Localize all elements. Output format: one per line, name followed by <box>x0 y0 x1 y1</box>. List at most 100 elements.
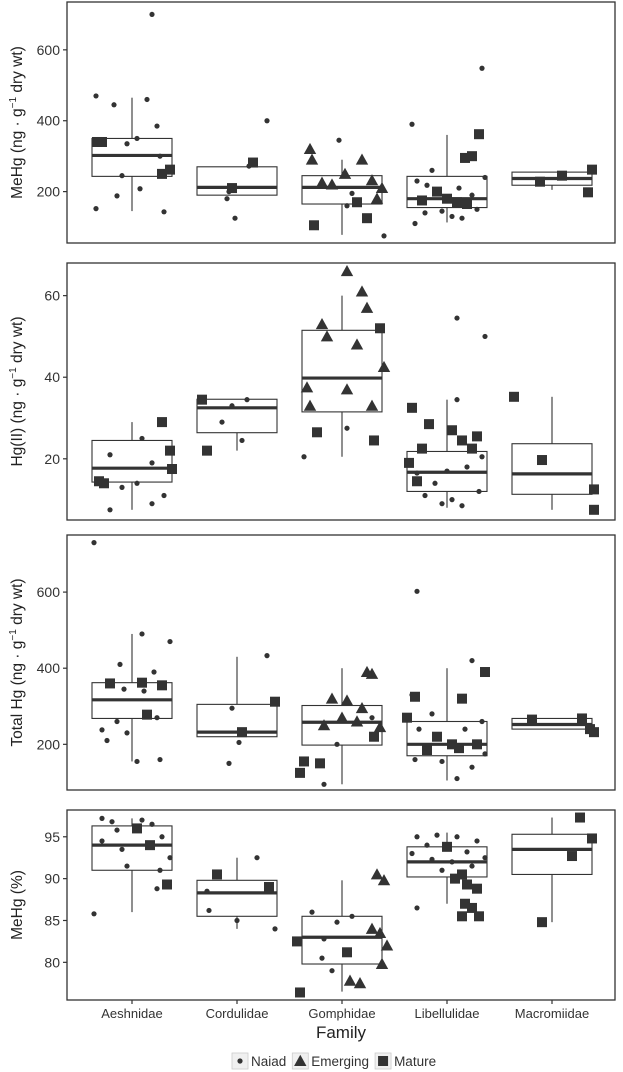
data-point-circle <box>139 435 145 442</box>
data-point-circle <box>99 727 105 733</box>
data-point-square <box>362 213 372 224</box>
data-point-square <box>157 417 167 428</box>
y-axis-label: Total Hg (ng · g−1 dry wt) <box>8 578 26 746</box>
y-axis-label: Hg(II) (ng · g−1 dry wt) <box>8 316 26 466</box>
data-point-square <box>457 869 467 880</box>
data-point-circle <box>93 93 99 99</box>
boxplot-cordulidae <box>196 398 278 451</box>
data-point-circle <box>254 855 260 861</box>
data-point-square <box>432 731 442 742</box>
data-point-circle <box>449 859 455 865</box>
data-point-circle <box>449 497 455 503</box>
box-iqr <box>511 443 593 495</box>
data-point-square <box>447 425 457 436</box>
data-point-triangle <box>375 957 389 969</box>
data-points <box>94 264 599 515</box>
data-point-circle <box>139 817 145 823</box>
data-point-circle <box>414 470 420 476</box>
data-point-circle <box>119 484 125 490</box>
data-point-circle <box>154 715 160 721</box>
data-point-circle <box>134 135 140 142</box>
box-iqr <box>301 329 383 413</box>
data-point-square <box>105 678 115 689</box>
data-point-triangle <box>375 181 389 194</box>
boxplot-macromiidae <box>511 396 593 510</box>
y-axis-label-main: Hg(II) (ng · g <box>9 379 26 467</box>
data-point-square <box>575 812 585 823</box>
y-axis-label-sup: −1 <box>8 367 19 379</box>
data-point-circle <box>149 821 155 827</box>
data-point-circle <box>414 588 420 594</box>
data-point-circle <box>424 842 430 848</box>
y-axis-label: MeHg (%) <box>9 870 26 940</box>
data-point-square <box>457 435 467 446</box>
data-point-circle <box>219 419 225 425</box>
data-point-circle <box>334 919 340 925</box>
data-point-triangle <box>377 874 391 886</box>
data-point-circle <box>91 540 97 546</box>
data-point-square <box>295 987 305 998</box>
data-point-square <box>197 394 207 405</box>
data-points <box>92 11 597 239</box>
data-point-circle <box>456 185 462 191</box>
boxplot-gomphidae <box>301 159 383 235</box>
data-point-square <box>145 840 155 851</box>
legend: Naiad Emerging Mature <box>231 1052 436 1070</box>
data-point-circle <box>416 726 422 732</box>
data-point-square <box>467 443 477 454</box>
data-point-circle <box>272 926 278 932</box>
panel-frame <box>66 1 616 244</box>
data-point-circle <box>151 669 157 675</box>
data-point-circle <box>349 913 355 919</box>
box-iqr <box>196 398 278 434</box>
data-point-circle <box>429 167 435 173</box>
y-tick-label: 600 <box>37 42 61 58</box>
data-point-square <box>557 170 567 181</box>
data-point-square <box>292 936 302 947</box>
data-point-circle <box>329 968 335 974</box>
data-point-triangle <box>315 317 329 330</box>
data-point-square <box>442 193 452 204</box>
data-point-square <box>299 756 309 767</box>
data-point-circle <box>482 751 488 757</box>
data-point-circle <box>111 102 117 108</box>
data-point-triangle <box>360 301 374 313</box>
data-point-square <box>352 197 362 208</box>
data-point-triangle <box>320 330 334 342</box>
data-point-circle <box>232 215 238 221</box>
data-point-circle <box>149 11 155 18</box>
data-point-square <box>342 947 352 958</box>
data-point-square <box>369 435 379 446</box>
y-axis-label-main: Total Hg (ng · g <box>9 641 26 747</box>
x-tick-label: Macromiidae <box>515 1006 589 1021</box>
x-axis-label: Family <box>316 1023 367 1042</box>
data-point-circle <box>99 815 105 821</box>
data-point-square <box>472 431 482 442</box>
data-point-square <box>248 157 258 168</box>
data-point-square <box>404 457 414 468</box>
data-point-circle <box>429 711 435 717</box>
data-point-circle <box>236 739 242 746</box>
data-point-triangle <box>377 360 391 372</box>
data-point-circle <box>439 758 445 765</box>
data-point-square <box>527 714 537 725</box>
data-point-square <box>472 883 482 894</box>
data-point-circle <box>134 758 140 765</box>
y-axis-label-tail: dry wt) <box>9 46 26 97</box>
data-point-circle <box>344 425 350 431</box>
data-point-square <box>577 713 587 724</box>
data-point-circle <box>321 781 327 787</box>
data-point-circle <box>476 488 482 495</box>
data-point-square <box>535 176 545 187</box>
data-point-circle <box>119 173 125 179</box>
data-point-triangle <box>365 399 379 411</box>
data-point-circle <box>454 397 460 403</box>
data-point-circle <box>229 403 235 409</box>
data-point-square <box>295 767 305 778</box>
data-point-circle <box>482 174 488 181</box>
data-point-circle <box>167 855 173 861</box>
data-point-circle <box>412 220 418 227</box>
data-point-circle <box>482 333 488 340</box>
data-point-circle <box>114 718 120 725</box>
